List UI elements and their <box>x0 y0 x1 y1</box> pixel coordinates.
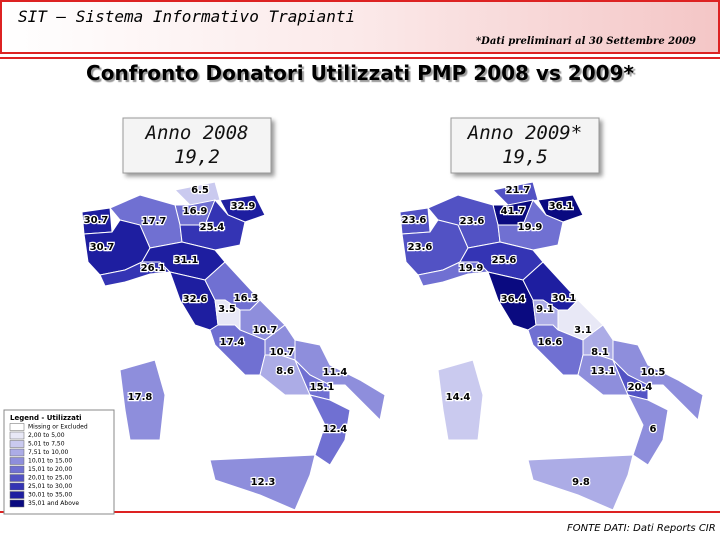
legend-label: 30,01 to 35,00 <box>28 492 72 499</box>
legend-swatch <box>9 482 25 491</box>
region-label: 3.5 <box>218 304 236 315</box>
legend-swatch <box>9 474 25 482</box>
region-label: 30.7 <box>84 215 109 226</box>
legend-swatch <box>9 431 25 440</box>
total-box <box>122 117 272 174</box>
region-label: 8.6 <box>276 366 294 377</box>
region-label: 17.4 <box>220 337 245 348</box>
region-label: 30.7 <box>90 242 115 253</box>
legend: Legend - Utilizzati Missing or Excluded2… <box>3 409 115 515</box>
legend-label: 25,01 to 30,00 <box>28 483 72 490</box>
region-label: 16.3 <box>234 293 259 304</box>
source: FONTE DATI: Dati Reports CIR <box>567 523 716 534</box>
legend-title: Legend - Utilizzati <box>10 414 82 422</box>
region-label: 23.6 <box>460 216 485 227</box>
region <box>119 359 166 441</box>
region-label: 13.1 <box>591 366 616 377</box>
region <box>437 359 484 441</box>
header-bar <box>0 0 720 54</box>
region <box>537 194 584 223</box>
legend-swatch <box>9 457 25 465</box>
region-label: 21.7 <box>506 185 531 196</box>
region-label: 20.4 <box>628 382 653 393</box>
region-label: 10.7 <box>270 347 295 358</box>
region-label: 6 <box>650 424 657 435</box>
total-value: 19,5 <box>502 146 548 168</box>
region-label: 17.7 <box>142 216 167 227</box>
region-label: 31.1 <box>174 255 199 266</box>
region-label: 41.7 <box>501 206 526 217</box>
region-label: 3.1 <box>574 325 592 336</box>
total-box <box>450 117 600 174</box>
region-label: 16.6 <box>538 337 563 348</box>
region <box>527 454 634 511</box>
region-label: 17.8 <box>128 392 153 403</box>
legend-label: 5,01 to 7,50 <box>28 441 65 448</box>
legend-label: 35,01 and Above <box>28 500 79 507</box>
region-label: 14.4 <box>446 392 471 403</box>
region-label: 16.9 <box>183 206 208 217</box>
map: 6.5 16.9 32.9 30.7 17.7 25.4 30.7 26.1 31.1 32.6 1… <box>81 181 386 511</box>
region-label: 19.9 <box>459 263 484 274</box>
region-label: 12.3 <box>251 477 276 488</box>
total-value: 19,2 <box>174 146 220 168</box>
region-label: 23.6 <box>408 242 433 253</box>
legend-label: 7,51 to 10,00 <box>28 449 69 456</box>
region <box>627 394 669 466</box>
region-label: 19.9 <box>518 222 543 233</box>
region-label: 10.5 <box>641 367 666 378</box>
region-label: 32.6 <box>183 294 208 305</box>
header-title: SIT – Sistema Informativo Trapianti <box>18 7 355 26</box>
region <box>309 394 351 466</box>
legend-label: 20,01 to 25,00 <box>28 475 72 482</box>
region-label: 36.4 <box>501 294 526 305</box>
legend-label: 10,01 to 15,00 <box>28 458 72 465</box>
legend-label: 15,01 to 20,00 <box>28 466 72 473</box>
region-label: 10.7 <box>253 325 278 336</box>
region <box>219 194 266 223</box>
region <box>612 359 649 401</box>
region-label: 8.1 <box>591 347 609 358</box>
legend-swatch <box>9 440 25 448</box>
legend-label: Missing or Excluded <box>28 424 88 431</box>
region-label: 30.1 <box>552 293 577 304</box>
legend-swatch <box>9 423 25 431</box>
region <box>209 454 316 511</box>
region-label: 36.1 <box>549 201 574 212</box>
region-label: 12.4 <box>323 424 348 435</box>
region-label: 15.1 <box>310 382 335 393</box>
region-label: 6.5 <box>191 185 209 196</box>
total-label: Anno 2009* <box>467 122 582 144</box>
region-label: 25.6 <box>492 255 517 266</box>
legend-swatch <box>9 491 25 499</box>
slide-title: Confronto Donatori Utilizzati PMP 2008 v… <box>86 61 634 85</box>
legend-swatch <box>9 448 25 457</box>
header-note: *Dati preliminari al 30 Settembre 2009 <box>476 36 696 47</box>
region <box>294 359 331 401</box>
region-label: 25.4 <box>200 222 225 233</box>
map: 21.7 41.7 36.1 23.6 23.6 19.9 23.6 19.9 25.6 36.4… <box>399 181 704 511</box>
region-label: 11.4 <box>323 367 348 378</box>
region-label: 9.1 <box>536 304 554 315</box>
total-label: Anno 2008 <box>145 122 249 144</box>
region-label: 26.1 <box>141 263 166 274</box>
region-label: 23.6 <box>402 215 427 226</box>
legend-swatch <box>9 465 25 474</box>
legend-label: 2,00 to 5,00 <box>28 432 65 439</box>
region-label: 32.9 <box>231 201 256 212</box>
region-label: 9.8 <box>572 477 590 488</box>
legend-swatch <box>9 499 25 508</box>
